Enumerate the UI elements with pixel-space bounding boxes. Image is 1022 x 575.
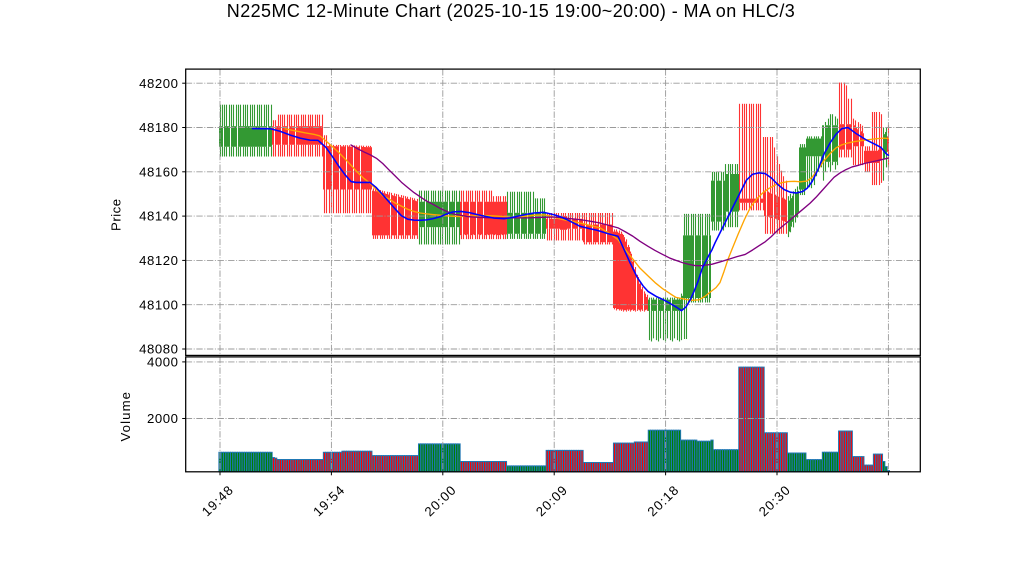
svg-text:Volume: Volume <box>118 391 133 442</box>
svg-text:48140: 48140 <box>139 209 178 224</box>
svg-text:N225MC 12-Minute Chart (2025-1: N225MC 12-Minute Chart (2025-10-15 19:00… <box>227 1 795 21</box>
svg-text:4000: 4000 <box>147 355 179 370</box>
svg-text:Price: Price <box>109 198 124 231</box>
svg-text:48160: 48160 <box>139 164 178 179</box>
svg-text:2000: 2000 <box>147 411 179 426</box>
svg-text:48180: 48180 <box>139 120 178 135</box>
svg-text:48120: 48120 <box>139 253 178 268</box>
svg-text:48100: 48100 <box>139 297 178 312</box>
svg-text:48080: 48080 <box>139 342 178 357</box>
svg-text:48200: 48200 <box>139 76 178 91</box>
